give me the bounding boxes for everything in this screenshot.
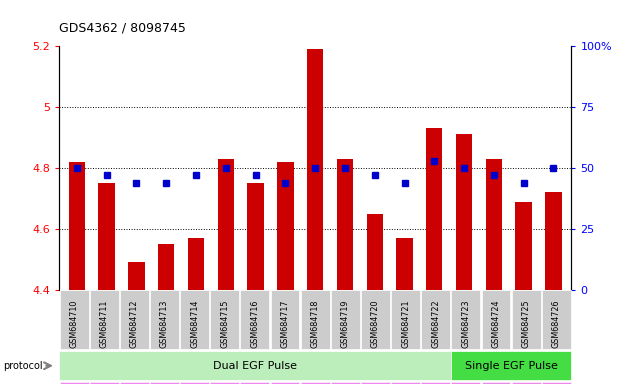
Bar	[366, 214, 383, 290]
Text: protocol: protocol	[3, 361, 43, 371]
Text: GSM684721: GSM684721	[401, 299, 410, 348]
Text: GSM684726: GSM684726	[551, 299, 561, 348]
Bar	[426, 128, 443, 290]
Bar	[486, 159, 502, 290]
Bar	[99, 183, 115, 290]
Text: GSM684712: GSM684712	[130, 299, 139, 348]
Bar	[217, 159, 234, 290]
Text: GSM684724: GSM684724	[491, 299, 501, 348]
Text: Dual EGF Pulse: Dual EGF Pulse	[213, 361, 297, 371]
Bar	[69, 162, 85, 290]
Text: GSM684714: GSM684714	[190, 299, 199, 348]
Bar	[277, 162, 294, 290]
Text: GDS4362 / 8098745: GDS4362 / 8098745	[59, 22, 186, 35]
Text: GSM684719: GSM684719	[341, 299, 350, 348]
Text: GSM684720: GSM684720	[371, 299, 380, 348]
Bar	[307, 49, 324, 290]
Text: GSM684717: GSM684717	[281, 299, 289, 348]
Text: GSM684725: GSM684725	[522, 299, 530, 348]
Bar	[188, 238, 204, 290]
Text: GSM684711: GSM684711	[100, 299, 109, 348]
Text: GSM684718: GSM684718	[310, 299, 320, 348]
Bar	[396, 238, 413, 290]
Bar	[515, 202, 532, 290]
Text: GSM684713: GSM684713	[160, 299, 169, 348]
Text: GSM684716: GSM684716	[250, 299, 260, 348]
Bar	[456, 134, 473, 290]
Bar	[337, 159, 353, 290]
Bar	[247, 183, 264, 290]
Text: Single EGF Pulse: Single EGF Pulse	[465, 361, 558, 371]
Text: GSM684723: GSM684723	[461, 299, 470, 348]
Text: GSM684715: GSM684715	[220, 299, 229, 348]
Text: GSM684722: GSM684722	[431, 299, 440, 348]
Bar	[545, 192, 561, 290]
Text: GSM684710: GSM684710	[70, 299, 79, 348]
Bar	[158, 244, 175, 290]
Bar	[129, 263, 145, 290]
